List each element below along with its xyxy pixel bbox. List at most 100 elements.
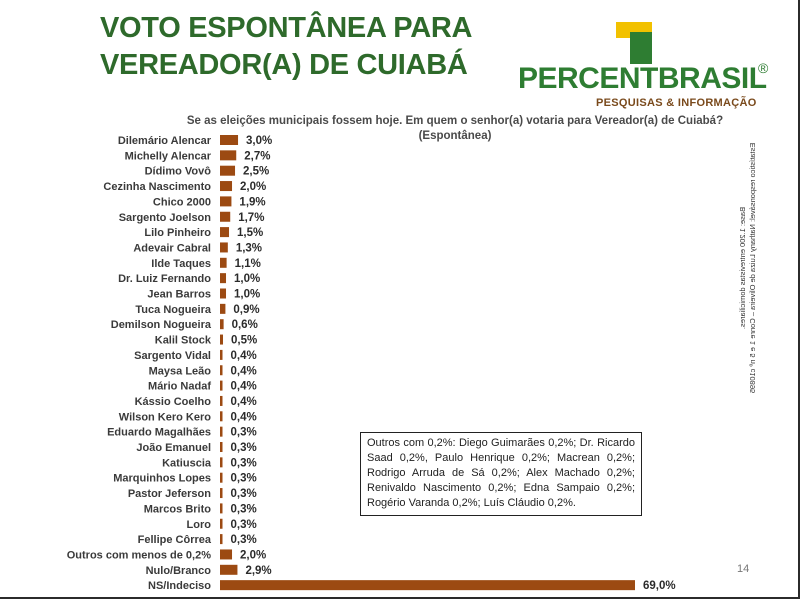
- value-label: 0,3%: [231, 488, 257, 500]
- value-label: 2,0%: [240, 181, 266, 193]
- bar: [220, 303, 226, 314]
- value-label: 0,4%: [231, 396, 257, 408]
- value-label: 3,0%: [246, 135, 272, 147]
- bar: [220, 580, 635, 591]
- category-label: Ilde Taques: [151, 258, 211, 270]
- bar: [220, 242, 228, 253]
- value-label: 0,3%: [231, 457, 257, 469]
- category-label: Wilson Kero Kero: [119, 411, 211, 423]
- category-label: Outros com menos de 0,2%: [67, 549, 211, 561]
- bar: [220, 365, 223, 376]
- value-label: 0,4%: [231, 365, 257, 377]
- logo-registered-mark: ®: [758, 60, 769, 76]
- value-label: 0,4%: [231, 381, 257, 393]
- bar: [220, 488, 223, 499]
- logo-mark-icon: [616, 22, 652, 64]
- bar: [220, 135, 239, 145]
- bar: [220, 380, 223, 391]
- value-label: 1,3%: [236, 242, 262, 254]
- category-label: Kássio Coelho: [135, 396, 212, 408]
- category-label: Fellipe Côrrea: [138, 534, 212, 546]
- category-label: Katiuscia: [162, 457, 212, 469]
- value-label: 0,9%: [233, 304, 259, 316]
- category-label: Dilemário Alencar: [118, 135, 212, 147]
- value-label: 0,3%: [231, 519, 257, 531]
- value-label: 2,7%: [244, 150, 270, 162]
- category-label: Mário Nadaf: [148, 381, 211, 393]
- category-label: Sargento Vidal: [134, 350, 211, 362]
- value-label: 0,6%: [232, 319, 258, 331]
- bar: [220, 227, 230, 238]
- bar: [220, 150, 237, 161]
- value-label: 1,0%: [234, 273, 260, 285]
- category-label: Demilson Nogueira: [111, 319, 212, 331]
- category-label: NS/Indeciso: [148, 580, 211, 592]
- category-label: Maysa Leão: [149, 365, 212, 377]
- category-label: Pastor Jeferson: [128, 488, 211, 500]
- survey-question: Se as eleições municipais fossem hoje. E…: [160, 114, 750, 144]
- value-label: 0,3%: [231, 442, 257, 454]
- logo-wordmark: PERCENTBRASIL: [518, 62, 767, 96]
- category-label: Loro: [187, 519, 212, 531]
- category-label: Adevair Cabral: [133, 242, 211, 254]
- survey-question-text: Se as eleições municipais fossem hoje. E…: [186, 115, 724, 127]
- bar: [220, 334, 224, 345]
- bar: [220, 165, 236, 176]
- bar: [220, 211, 231, 222]
- bar: [220, 181, 233, 192]
- logo-word-brasil: BRASIL: [657, 62, 767, 95]
- category-label: Michelly Alencar: [125, 150, 212, 162]
- category-label: Kalil Stock: [155, 335, 212, 347]
- bar: [220, 442, 223, 452]
- bar: [220, 257, 227, 268]
- category-label: Sargento Joelson: [119, 212, 212, 224]
- bar: [220, 564, 238, 575]
- bar: [220, 426, 223, 437]
- value-label: 0,5%: [231, 335, 257, 347]
- value-label: 1,7%: [238, 212, 264, 224]
- category-label: Marquinhos Lopes: [113, 473, 211, 485]
- value-label: 0,3%: [231, 473, 257, 485]
- bar: [220, 273, 227, 284]
- category-label: Chico 2000: [153, 196, 211, 208]
- value-label: 1,1%: [235, 258, 261, 270]
- bar: [220, 457, 223, 468]
- bar: [220, 534, 223, 545]
- slide-title: VOTO ESPONTÂNEA PARA VEREADOR(A) DE CUIA…: [100, 12, 473, 81]
- base-note: Base: 1.200 entrevistas domiciliares. Es…: [738, 118, 758, 418]
- category-label: Dídimo Vovô: [145, 166, 212, 178]
- logo-word-percent: PERCENT: [518, 62, 658, 95]
- category-label: Eduardo Magalhães: [107, 427, 211, 439]
- value-label: 69,0%: [643, 580, 676, 592]
- bar: [220, 518, 223, 529]
- base-note-sample: Base: 1.200 entrevistas domiciliares.: [738, 206, 747, 330]
- value-label: 1,0%: [234, 289, 260, 301]
- bar: [220, 196, 232, 207]
- value-label: 2,5%: [243, 166, 269, 178]
- bar: [220, 503, 223, 514]
- bar: [220, 549, 233, 560]
- category-label: Cezinha Nascimento: [103, 181, 211, 193]
- category-label: Marcos Brito: [144, 503, 212, 515]
- value-label: 1,5%: [237, 227, 263, 239]
- bar: [220, 395, 223, 406]
- percentbrasil-logo: PERCENTBRASIL ® PESQUISAS & INFORMAÇÃO: [518, 22, 788, 112]
- category-label: Tuca Nogueira: [135, 304, 211, 316]
- bar: [220, 411, 223, 422]
- others-note-box: Outros com 0,2%: Diego Guimarães 0,2%; D…: [360, 432, 642, 516]
- bar: [220, 288, 227, 299]
- logo-tagline: PESQUISAS & INFORMAÇÃO: [596, 97, 757, 109]
- bar: [220, 472, 223, 483]
- value-label: 0,4%: [231, 411, 257, 423]
- category-label: Jean Barros: [147, 289, 211, 301]
- value-label: 2,9%: [245, 565, 271, 577]
- value-label: 1,9%: [239, 196, 265, 208]
- category-label: João Emanuel: [136, 442, 211, 454]
- value-label: 2,0%: [240, 549, 266, 561]
- bar: [220, 319, 224, 330]
- value-label: 0,3%: [231, 534, 257, 546]
- value-label: 0,3%: [231, 503, 257, 515]
- value-label: 0,4%: [231, 350, 257, 362]
